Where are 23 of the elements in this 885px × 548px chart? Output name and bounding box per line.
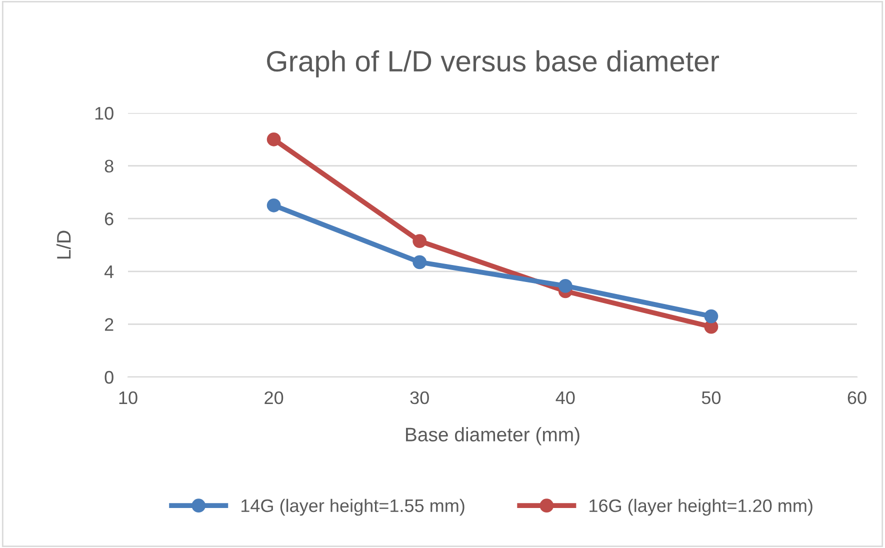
point <box>266 132 281 146</box>
y-tick-label: 8 <box>104 160 114 173</box>
point <box>266 198 281 212</box>
x-tick-label: 20 <box>264 391 284 404</box>
legend-label: 14G (layer height=1.55 mm) <box>242 498 464 516</box>
point <box>704 309 718 324</box>
y-axis-title: L/D <box>56 230 71 259</box>
x-tick-label: 40 <box>556 391 575 404</box>
x-tick-label: 50 <box>702 391 721 404</box>
point <box>412 234 427 248</box>
y-tick-label: 10 <box>95 106 114 120</box>
point <box>558 278 572 293</box>
y-tick-label: 6 <box>104 212 114 226</box>
y-tick-label: 4 <box>104 266 114 278</box>
legend-label: 16G (layer height=1.20 mm) <box>590 498 812 516</box>
x-tick-label: 60 <box>848 391 866 404</box>
chart-title: Graph of L/D versus base diameter <box>267 50 719 78</box>
y-tick-label: 2 <box>104 318 114 331</box>
y-tick-label: 0 <box>104 370 114 384</box>
point <box>412 255 427 270</box>
x-axis-title: Base diameter (mm) <box>406 427 580 446</box>
x-tick-label: 30 <box>410 391 429 404</box>
x-tick-label: 10 <box>119 391 138 404</box>
